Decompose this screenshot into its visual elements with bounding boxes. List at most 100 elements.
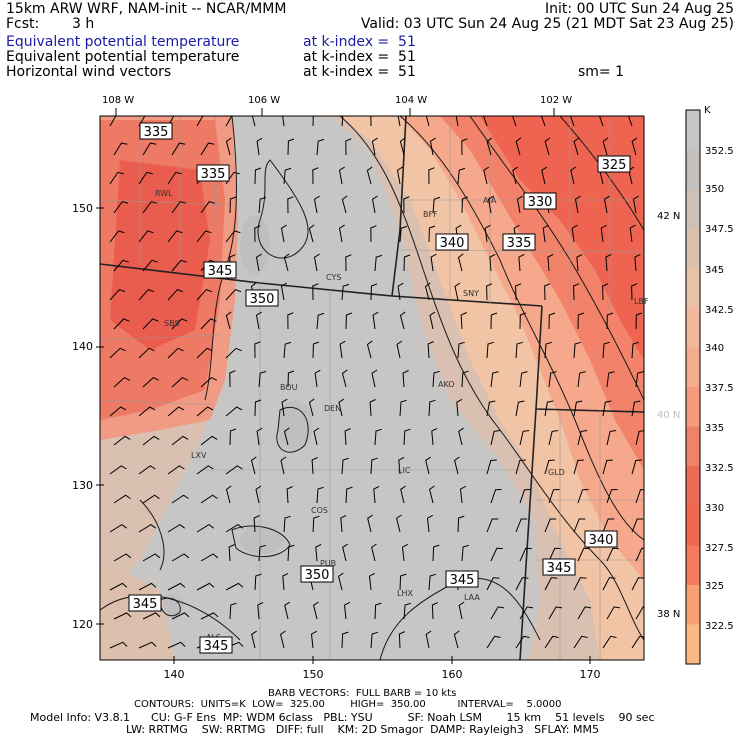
init-time: Init: 00 UTC Sun 24 Aug 25 [545,1,734,17]
wind-barb [225,311,232,330]
wind-barb [403,428,411,446]
wind-barb [225,289,242,301]
contours-note: CONTOURS: UNITS=K LOW= 325.00 HIGH= 350.… [134,699,562,710]
wind-barb [113,494,131,504]
model-title: 15km ARW WRF, NAM-init -- NCAR/MMM [6,1,287,17]
wind-barb [574,195,581,214]
svg-text:345: 345 [547,561,572,576]
wind-barb [511,116,517,127]
wind-barb [573,137,580,156]
wind-barb [167,523,185,533]
colorbar-segment [686,584,700,625]
wind-barb [577,547,590,562]
wind-barb [573,459,584,475]
wind-barb [257,601,264,620]
station-ako: AKO [438,380,455,389]
wind-barb [370,283,378,301]
wind-barb [631,577,644,591]
left-ticks [96,207,104,625]
svg-text:340: 340 [440,236,465,251]
wind-barb [171,612,190,620]
wind-barb [570,166,577,185]
wind-barb [629,224,636,243]
svg-text:345: 345 [208,264,233,279]
wind-barb [573,635,588,649]
wind-barb [341,457,349,475]
wind-barb [512,166,519,185]
wind-barb [200,612,219,620]
wind-barb [313,427,320,446]
wind-barb [399,573,407,591]
wind-barb [142,553,161,562]
colorbar-unit: K [704,105,711,116]
wind-barb [280,456,287,475]
station-bff: BFF [423,210,438,219]
wind-barb [573,400,583,417]
wind-barb [573,577,587,591]
contour-label-335b: 335 [196,164,230,182]
colorbar-segment [686,466,700,507]
contour-label-345e: 345 [199,636,233,654]
wind-barb [519,489,531,504]
wind-barb [461,196,469,214]
wind-barb [631,283,638,301]
station-lbf: LBF [634,297,649,306]
contour-label-340a: 340 [435,233,469,251]
wind-barb [313,253,320,272]
wind-barb [345,312,353,330]
wind-barb [606,312,614,330]
wind-barb [548,430,559,446]
wind-barb [548,547,561,562]
wind-barb [312,116,314,127]
y-tick-120: 120 [72,618,93,631]
wind-barb [167,116,175,127]
wind-barb [457,515,465,533]
wind-barb [544,518,557,533]
wind-barb [397,116,401,127]
wind-barb [369,399,376,417]
colorbar-segment [686,347,700,388]
wind-barb [577,489,589,504]
wind-barb [515,400,525,417]
wind-barb [287,312,294,330]
wind-barb [425,116,430,127]
contour-labels: 335 335 325 330 340 335 345 350 340 345 … [128,122,631,654]
wind-barb [109,641,128,649]
wind-barb [312,341,320,359]
wind-barb [171,435,189,446]
wind-barb [196,347,213,359]
county-lines [100,116,644,660]
colorbar [685,109,701,665]
wind-barb [424,282,431,301]
wind-barb [316,312,325,330]
wind-barb [606,606,621,620]
cb-label-325: 325 [705,581,724,592]
wind-barb [254,167,262,185]
wind-barb [428,399,436,417]
wind-barb [225,523,243,533]
wind-barb [541,166,548,185]
wind-barb [258,544,266,562]
station-cos: COS [311,506,328,515]
wind-barb [606,547,619,562]
wind-barb [283,427,290,446]
colorbar-segment [686,110,700,151]
wind-barb [138,171,153,185]
colorbar-labels: 352.5 350 347.5 345 342.5 340 337.5 335 … [705,146,734,632]
wind-barb [200,377,218,388]
svg-text:350: 350 [250,292,275,307]
wind-barb [281,398,288,417]
wind-barb [519,312,527,330]
wind-barb [280,224,287,243]
wind-barb [515,518,528,533]
wind-barb [487,195,494,214]
wind-barb [109,116,117,127]
wind-barb [109,523,127,533]
wind-barb [457,253,464,272]
wind-barb [577,430,588,446]
wind-barb [229,196,237,214]
x-tick-140: 140 [164,668,185,681]
wind-barb [256,137,263,156]
x-tick-170: 170 [580,668,601,681]
